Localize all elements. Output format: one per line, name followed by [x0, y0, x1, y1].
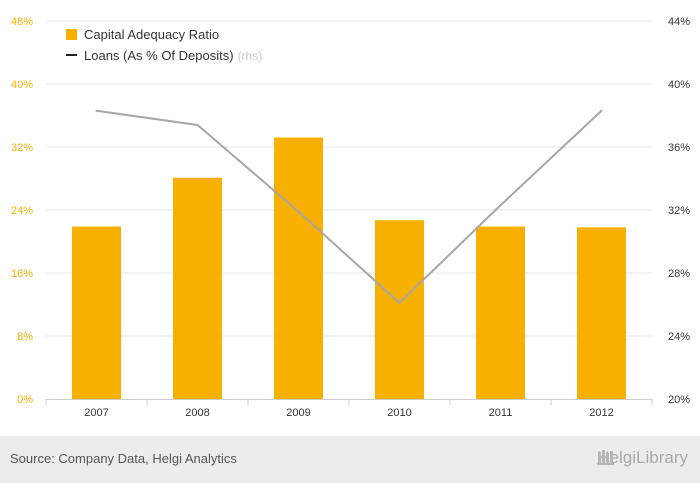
- left-axis-tick-label: 0%: [17, 394, 33, 406]
- left-axis-tick-label: 24%: [11, 205, 33, 217]
- right-axis-tick-label: 32%: [668, 205, 690, 217]
- left-axis-tick-label: 8%: [17, 331, 33, 343]
- bar-2012: [577, 227, 626, 399]
- right-axis-tick-label: 40%: [668, 79, 690, 91]
- source-text: Source: Company Data, Helgi Analytics: [10, 451, 237, 466]
- x-axis-tick-label: 2011: [489, 407, 513, 419]
- right-axis-tick-label: 44%: [668, 16, 690, 28]
- axis-layer: 0% 20% 8% 24% 16% 28% 24% 32% 32% 36% 40% 40% 48% 44%…: [11, 16, 690, 419]
- x-axis-tick-label: 2010: [387, 407, 411, 419]
- right-axis-tick-label: 24%: [668, 331, 690, 343]
- line-point-2010: [398, 301, 401, 304]
- line-point-2008: [196, 123, 199, 126]
- x-axis-tick-label: 2008: [185, 407, 209, 419]
- x-axis-tick-label: 2009: [286, 407, 310, 419]
- bar-2009: [274, 137, 323, 400]
- line-point-2009: [297, 210, 300, 213]
- left-axis-tick-label: 48%: [11, 16, 33, 28]
- left-axis-tick-label: 32%: [11, 142, 33, 154]
- line-point-2007: [95, 109, 98, 112]
- line-layer: [95, 109, 603, 305]
- brand-logo[interactable]: HelgiLibrary: [597, 448, 688, 468]
- bar-2007: [72, 226, 121, 399]
- x-axis-tick-label: 2007: [84, 407, 108, 419]
- legend-line-label-text: Loans (As % Of Deposits): [84, 48, 234, 63]
- chart-svg: 0% 20% 8% 24% 16% 28% 24% 32% 32% 36% 40% 40% 48% 44%…: [11, 16, 690, 419]
- legend-bar-label: Capital Adequacy Ratio: [84, 27, 219, 42]
- right-axis-tick-label: 20%: [668, 394, 690, 406]
- right-axis-tick-label: 28%: [668, 268, 690, 280]
- line-point-2011: [499, 204, 502, 207]
- left-axis-tick-label: 40%: [11, 79, 33, 91]
- brand-text: HelgiLibrary: [597, 448, 688, 467]
- footer: Source: Company Data, Helgi Analytics He…: [0, 436, 700, 483]
- left-axis-tick-label: 16%: [11, 268, 33, 280]
- legend-line-label: Loans (As % Of Deposits) (rhs): [84, 48, 262, 63]
- bar-2008: [173, 177, 222, 399]
- line-loans-to-deposits: [96, 109, 603, 305]
- grid-layer: [46, 20, 652, 337]
- bar-2011: [476, 226, 525, 399]
- legend-bar-swatch: [66, 29, 77, 40]
- bar-2010: [375, 220, 424, 399]
- line-point-2012: [600, 109, 603, 112]
- legend-line-suffix: (rhs): [238, 49, 263, 63]
- library-icon: [597, 450, 615, 465]
- right-axis-tick-label: 36%: [668, 142, 690, 154]
- x-axis-tick-label: 2012: [589, 407, 613, 419]
- bar-layer: [72, 137, 626, 400]
- legend: Capital Adequacy Ratio Loans (As % Of De…: [66, 27, 262, 63]
